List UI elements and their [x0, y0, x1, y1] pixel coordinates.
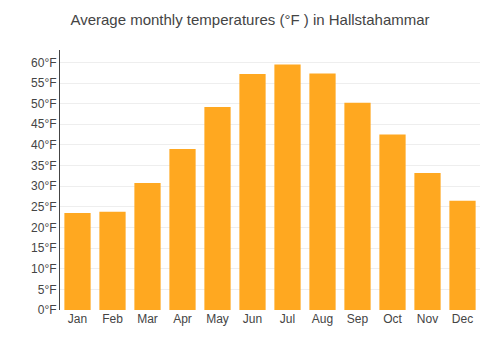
svg-text:Jan: Jan	[68, 312, 87, 326]
svg-text:Jun: Jun	[243, 312, 262, 326]
svg-text:20°F: 20°F	[31, 221, 56, 235]
svg-text:Nov: Nov	[417, 312, 438, 326]
svg-text:Mar: Mar	[137, 312, 158, 326]
svg-text:Feb: Feb	[102, 312, 123, 326]
svg-text:0°F: 0°F	[38, 303, 57, 317]
svg-text:10°F: 10°F	[31, 262, 56, 276]
svg-text:55°F: 55°F	[31, 76, 56, 90]
svg-text:25°F: 25°F	[31, 200, 56, 214]
svg-text:30°F: 30°F	[31, 179, 56, 193]
svg-text:15°F: 15°F	[31, 241, 56, 255]
svg-text:Apr: Apr	[173, 312, 192, 326]
svg-text:35°F: 35°F	[31, 159, 56, 173]
svg-text:Oct: Oct	[383, 312, 402, 326]
svg-text:Aug: Aug	[312, 312, 333, 326]
svg-text:45°F: 45°F	[31, 117, 56, 131]
svg-text:5°F: 5°F	[38, 283, 57, 297]
svg-text:40°F: 40°F	[31, 138, 56, 152]
svg-text:May: May	[206, 312, 229, 326]
svg-text:60°F: 60°F	[31, 56, 56, 70]
svg-text:50°F: 50°F	[31, 97, 56, 111]
svg-text:Jul: Jul	[280, 312, 295, 326]
svg-text:Sep: Sep	[347, 312, 369, 326]
svg-text:Average monthly temperatures (: Average monthly temperatures (°F ) in Ha…	[70, 11, 429, 28]
svg-text:Dec: Dec	[452, 312, 473, 326]
